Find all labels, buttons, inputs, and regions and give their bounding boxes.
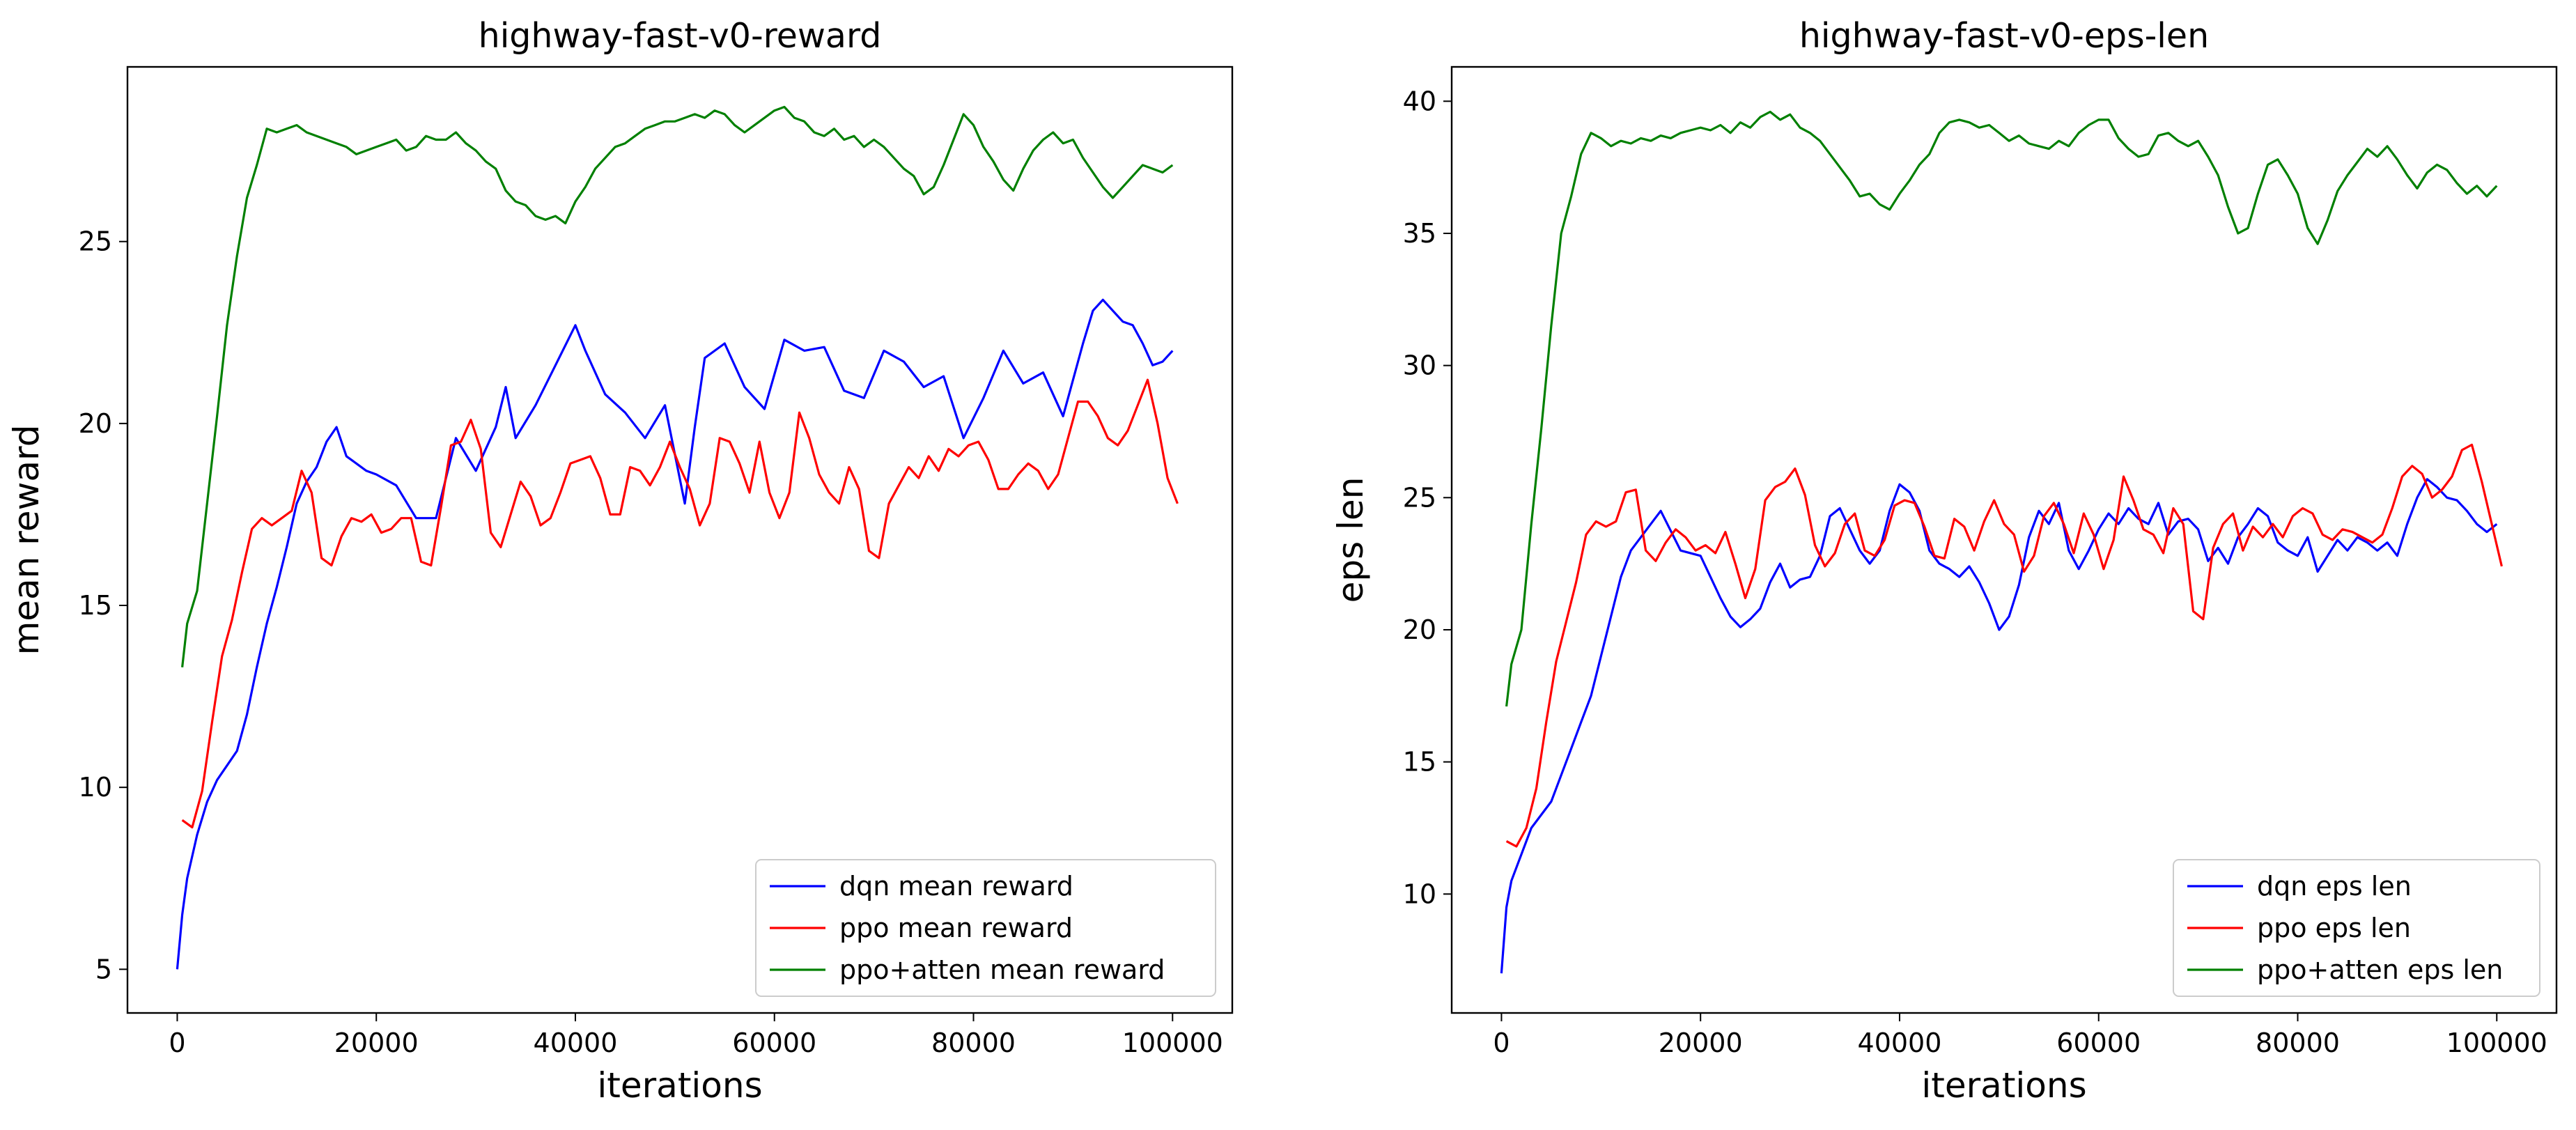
x-tick-label: 40000 xyxy=(1858,1028,1942,1058)
series-line-2 xyxy=(181,378,1179,829)
x-tick-label: 100000 xyxy=(1122,1028,1223,1058)
chart-title: highway-fast-v0-reward xyxy=(479,16,882,56)
series-line-1 xyxy=(176,298,1174,970)
y-axis-label: eps len xyxy=(1330,477,1371,603)
x-tick-label: 40000 xyxy=(534,1028,618,1058)
legend: dqn eps len ppo eps len ppo+atten eps len xyxy=(2173,859,2540,997)
x-axis-label: iterations xyxy=(597,1065,762,1106)
y-tick-label: 20 xyxy=(79,408,112,439)
y-tick-label: 25 xyxy=(79,226,112,257)
legend-box xyxy=(755,859,1216,997)
y-tick-label: 10 xyxy=(79,772,112,803)
x-tick-label: 20000 xyxy=(1659,1028,1743,1058)
chart-1: highway-fast-v0-reward 0 20000 40000 60000 80… xyxy=(6,16,1234,1106)
series-line-3 xyxy=(1505,110,2498,707)
chart-2: highway-fast-v0-eps-len 0 20000 40000 60000 8… xyxy=(1330,16,2558,1106)
series-line-3 xyxy=(181,105,1174,667)
x-tick-label: 80000 xyxy=(931,1028,1016,1058)
chart-title: highway-fast-v0-eps-len xyxy=(1799,16,2209,56)
x-tick-label: 100000 xyxy=(2446,1028,2547,1058)
y-tick-label: 25 xyxy=(1403,482,1436,513)
x-tick-label: 60000 xyxy=(2056,1028,2141,1058)
plot-frame xyxy=(126,65,1234,1014)
y-tick-label: 20 xyxy=(1403,614,1436,645)
x-tick-label: 20000 xyxy=(334,1028,419,1058)
x-tick-label: 0 xyxy=(1493,1028,1510,1058)
x-tick-label: 80000 xyxy=(2256,1028,2340,1058)
y-tick-label: 15 xyxy=(79,590,112,621)
legend-label: ppo eps len xyxy=(2257,913,2411,943)
legend-label: ppo+atten mean reward xyxy=(839,954,1165,985)
y-tick-label: 35 xyxy=(1403,218,1436,249)
y-tick-label: 30 xyxy=(1403,350,1436,381)
x-axis-label: iterations xyxy=(1921,1065,2086,1106)
legend: dqn mean reward ppo mean reward ppo+atten … xyxy=(755,859,1216,997)
y-tick-label: 5 xyxy=(95,954,112,984)
legend-label: dqn mean reward xyxy=(839,871,1073,901)
y-tick-label: 40 xyxy=(1403,86,1436,116)
x-tick-label: 0 xyxy=(169,1028,185,1058)
legend-box xyxy=(2173,859,2540,997)
series-line-1 xyxy=(1500,478,2498,974)
series-line-2 xyxy=(1505,443,2503,848)
legend-label: ppo+atten eps len xyxy=(2257,954,2503,985)
y-tick-label: 15 xyxy=(1403,747,1436,777)
y-axis-label: mean reward xyxy=(6,425,47,656)
y-tick-label: 10 xyxy=(1403,879,1436,909)
legend-label: ppo mean reward xyxy=(839,913,1073,943)
legend-label: dqn eps len xyxy=(2257,871,2412,901)
x-tick-label: 60000 xyxy=(732,1028,816,1058)
plot-frame xyxy=(1450,65,2558,1014)
